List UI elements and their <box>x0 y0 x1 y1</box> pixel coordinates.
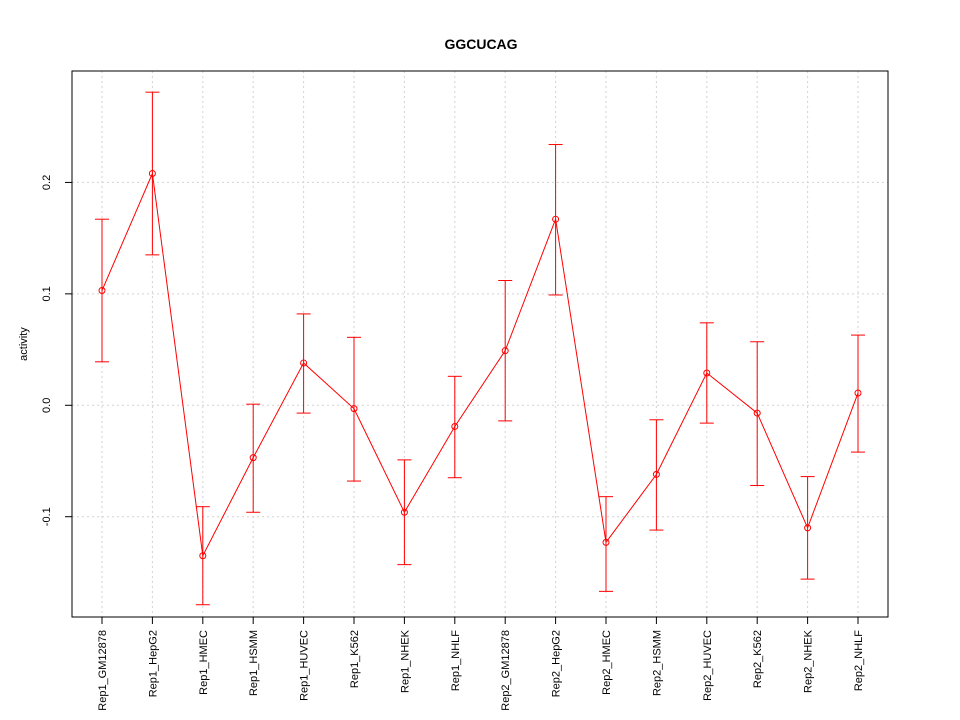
x-tick-label: Rep1_GM12878 <box>97 630 109 711</box>
series <box>95 91 865 606</box>
x-tick-label: Rep1_NHEK <box>399 629 411 693</box>
x-tick-label: Rep2_HepG2 <box>551 630 563 697</box>
data-point <box>249 454 257 462</box>
y-tick-label: 0.0 <box>41 398 53 413</box>
data-point <box>854 389 862 397</box>
data-point <box>451 422 459 430</box>
x-tick-label: Rep1_NHLF <box>450 630 462 691</box>
y-tick-label: -0.1 <box>41 507 53 526</box>
data-point <box>703 369 711 377</box>
data-point <box>400 508 408 516</box>
data-point <box>300 359 308 367</box>
data-point <box>753 409 761 417</box>
x-tick-label: Rep2_HMEC <box>601 630 613 695</box>
data-point <box>98 287 106 295</box>
data-point <box>552 215 560 223</box>
data-point <box>501 347 509 355</box>
y-axis: -0.1 0.0 0.1 0.2 <box>41 175 73 526</box>
data-point <box>804 524 812 532</box>
x-tick-label: Rep1_HepG2 <box>147 630 159 697</box>
x-tick-label: Rep2_K562 <box>752 630 764 688</box>
x-tick-label: Rep2_HSMM <box>651 630 663 696</box>
y-tick-label: 0.2 <box>41 175 53 190</box>
x-tick-label: Rep2_GM12878 <box>500 630 512 711</box>
x-tick-label: Rep1_HMEC <box>198 630 210 695</box>
data-point <box>350 405 358 413</box>
x-tick-label: Rep1_HSMM <box>248 630 260 696</box>
x-axis: Rep1_GM12878 Rep1_HepG2 Rep1_HMEC Rep1_HSMM… <box>97 617 865 711</box>
x-tick-label: Rep2_NHLF <box>853 630 865 691</box>
x-tick-label: Rep1_HUVEC <box>299 630 311 701</box>
data-point <box>602 538 610 546</box>
data-point <box>199 552 207 560</box>
data-point <box>148 170 156 178</box>
x-tick-label: Rep2_HUVEC <box>702 630 714 701</box>
x-tick-label: Rep1_K562 <box>349 630 361 688</box>
series-line <box>101 171 859 558</box>
x-tick-label: Rep2_NHEK <box>803 629 815 693</box>
y-tick-label: 0.1 <box>41 286 53 301</box>
data-point <box>652 470 660 478</box>
plot-frame <box>71 70 889 618</box>
grid <box>72 71 888 617</box>
y-axis-label: activity <box>18 327 30 361</box>
chart-title: GGCUCAG <box>444 36 517 52</box>
